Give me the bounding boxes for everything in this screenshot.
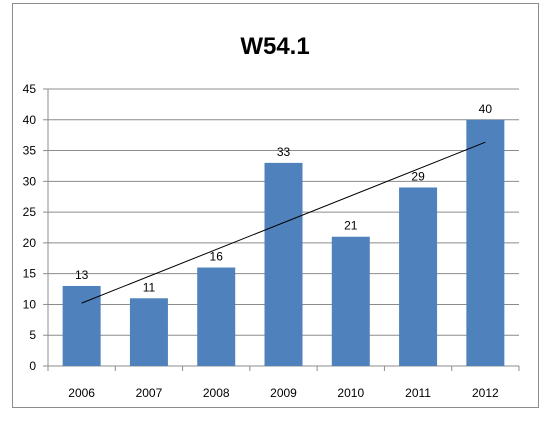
bars bbox=[62, 119, 505, 367]
data-label-2012: 40 bbox=[479, 102, 493, 116]
data-label-2010: 21 bbox=[344, 219, 358, 233]
bar-2012 bbox=[466, 119, 505, 367]
y-tick-label-20: 20 bbox=[23, 236, 37, 250]
x-tick-label-2008: 2008 bbox=[203, 386, 230, 400]
x-tick-label-2009: 2009 bbox=[270, 386, 297, 400]
bar-2006 bbox=[62, 285, 101, 366]
y-tick-label-5: 5 bbox=[29, 328, 36, 342]
bar-2010 bbox=[331, 236, 370, 366]
x-tick-label-2007: 2007 bbox=[136, 386, 163, 400]
bar-2009 bbox=[264, 162, 303, 366]
x-tick-label-2011: 2011 bbox=[405, 386, 431, 400]
x-tick-label-2010: 2010 bbox=[337, 386, 364, 400]
bar-2007 bbox=[129, 298, 168, 366]
y-tick-label-30: 30 bbox=[23, 174, 37, 188]
data-label-2011: 29 bbox=[411, 169, 425, 183]
x-tick-label-2006: 2006 bbox=[68, 386, 95, 400]
trendline-linear bbox=[81, 141, 486, 304]
y-tick-label-0: 0 bbox=[29, 359, 36, 373]
chart-title: W54.1 bbox=[240, 33, 310, 60]
data-label-2007: 11 bbox=[143, 280, 156, 294]
y-tick-label-10: 10 bbox=[23, 297, 37, 311]
y-tick-label-15: 15 bbox=[23, 267, 37, 281]
data-label-2008: 16 bbox=[210, 250, 224, 264]
x-tick-label-2012: 2012 bbox=[472, 386, 499, 400]
bar-2011 bbox=[399, 187, 438, 366]
data-label-2009: 33 bbox=[277, 145, 291, 159]
y-tick-label-25: 25 bbox=[23, 205, 37, 219]
labels: 0 5 10 15 20 25 30 35 40 45 13 2006 11 2007 16 2008 33 20… bbox=[23, 82, 499, 400]
trendline bbox=[81, 141, 486, 304]
bar-2008 bbox=[197, 267, 236, 366]
y-tick-label-40: 40 bbox=[23, 113, 37, 127]
y-tick-label-35: 35 bbox=[23, 144, 37, 158]
data-label-2006: 13 bbox=[75, 268, 89, 282]
y-tick-label-45: 45 bbox=[23, 82, 37, 96]
